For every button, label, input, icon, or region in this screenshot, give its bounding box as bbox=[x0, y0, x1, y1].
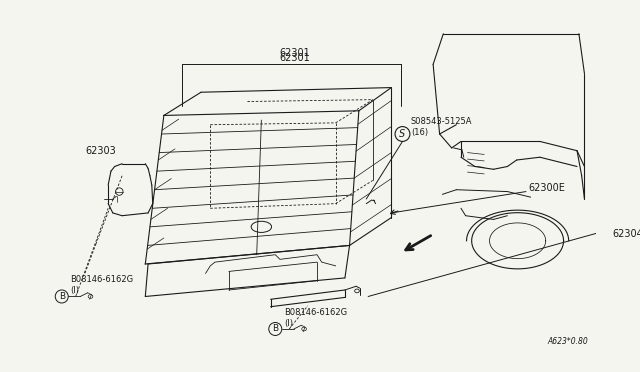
Text: S08543-5125A
(16): S08543-5125A (16) bbox=[411, 116, 472, 137]
Text: B08146-6162G
(I): B08146-6162G (I) bbox=[70, 275, 133, 295]
Text: A623*0.80: A623*0.80 bbox=[547, 337, 588, 346]
Text: 62303: 62303 bbox=[85, 146, 116, 156]
Text: B08146-6162G
(I): B08146-6162G (I) bbox=[285, 308, 348, 328]
Text: 62301: 62301 bbox=[280, 53, 310, 63]
Text: 62304: 62304 bbox=[612, 229, 640, 239]
Text: S: S bbox=[399, 129, 406, 139]
Text: B: B bbox=[59, 292, 65, 301]
Text: 62301: 62301 bbox=[280, 48, 310, 58]
Text: 62300E: 62300E bbox=[529, 183, 566, 193]
Text: B: B bbox=[272, 324, 278, 333]
